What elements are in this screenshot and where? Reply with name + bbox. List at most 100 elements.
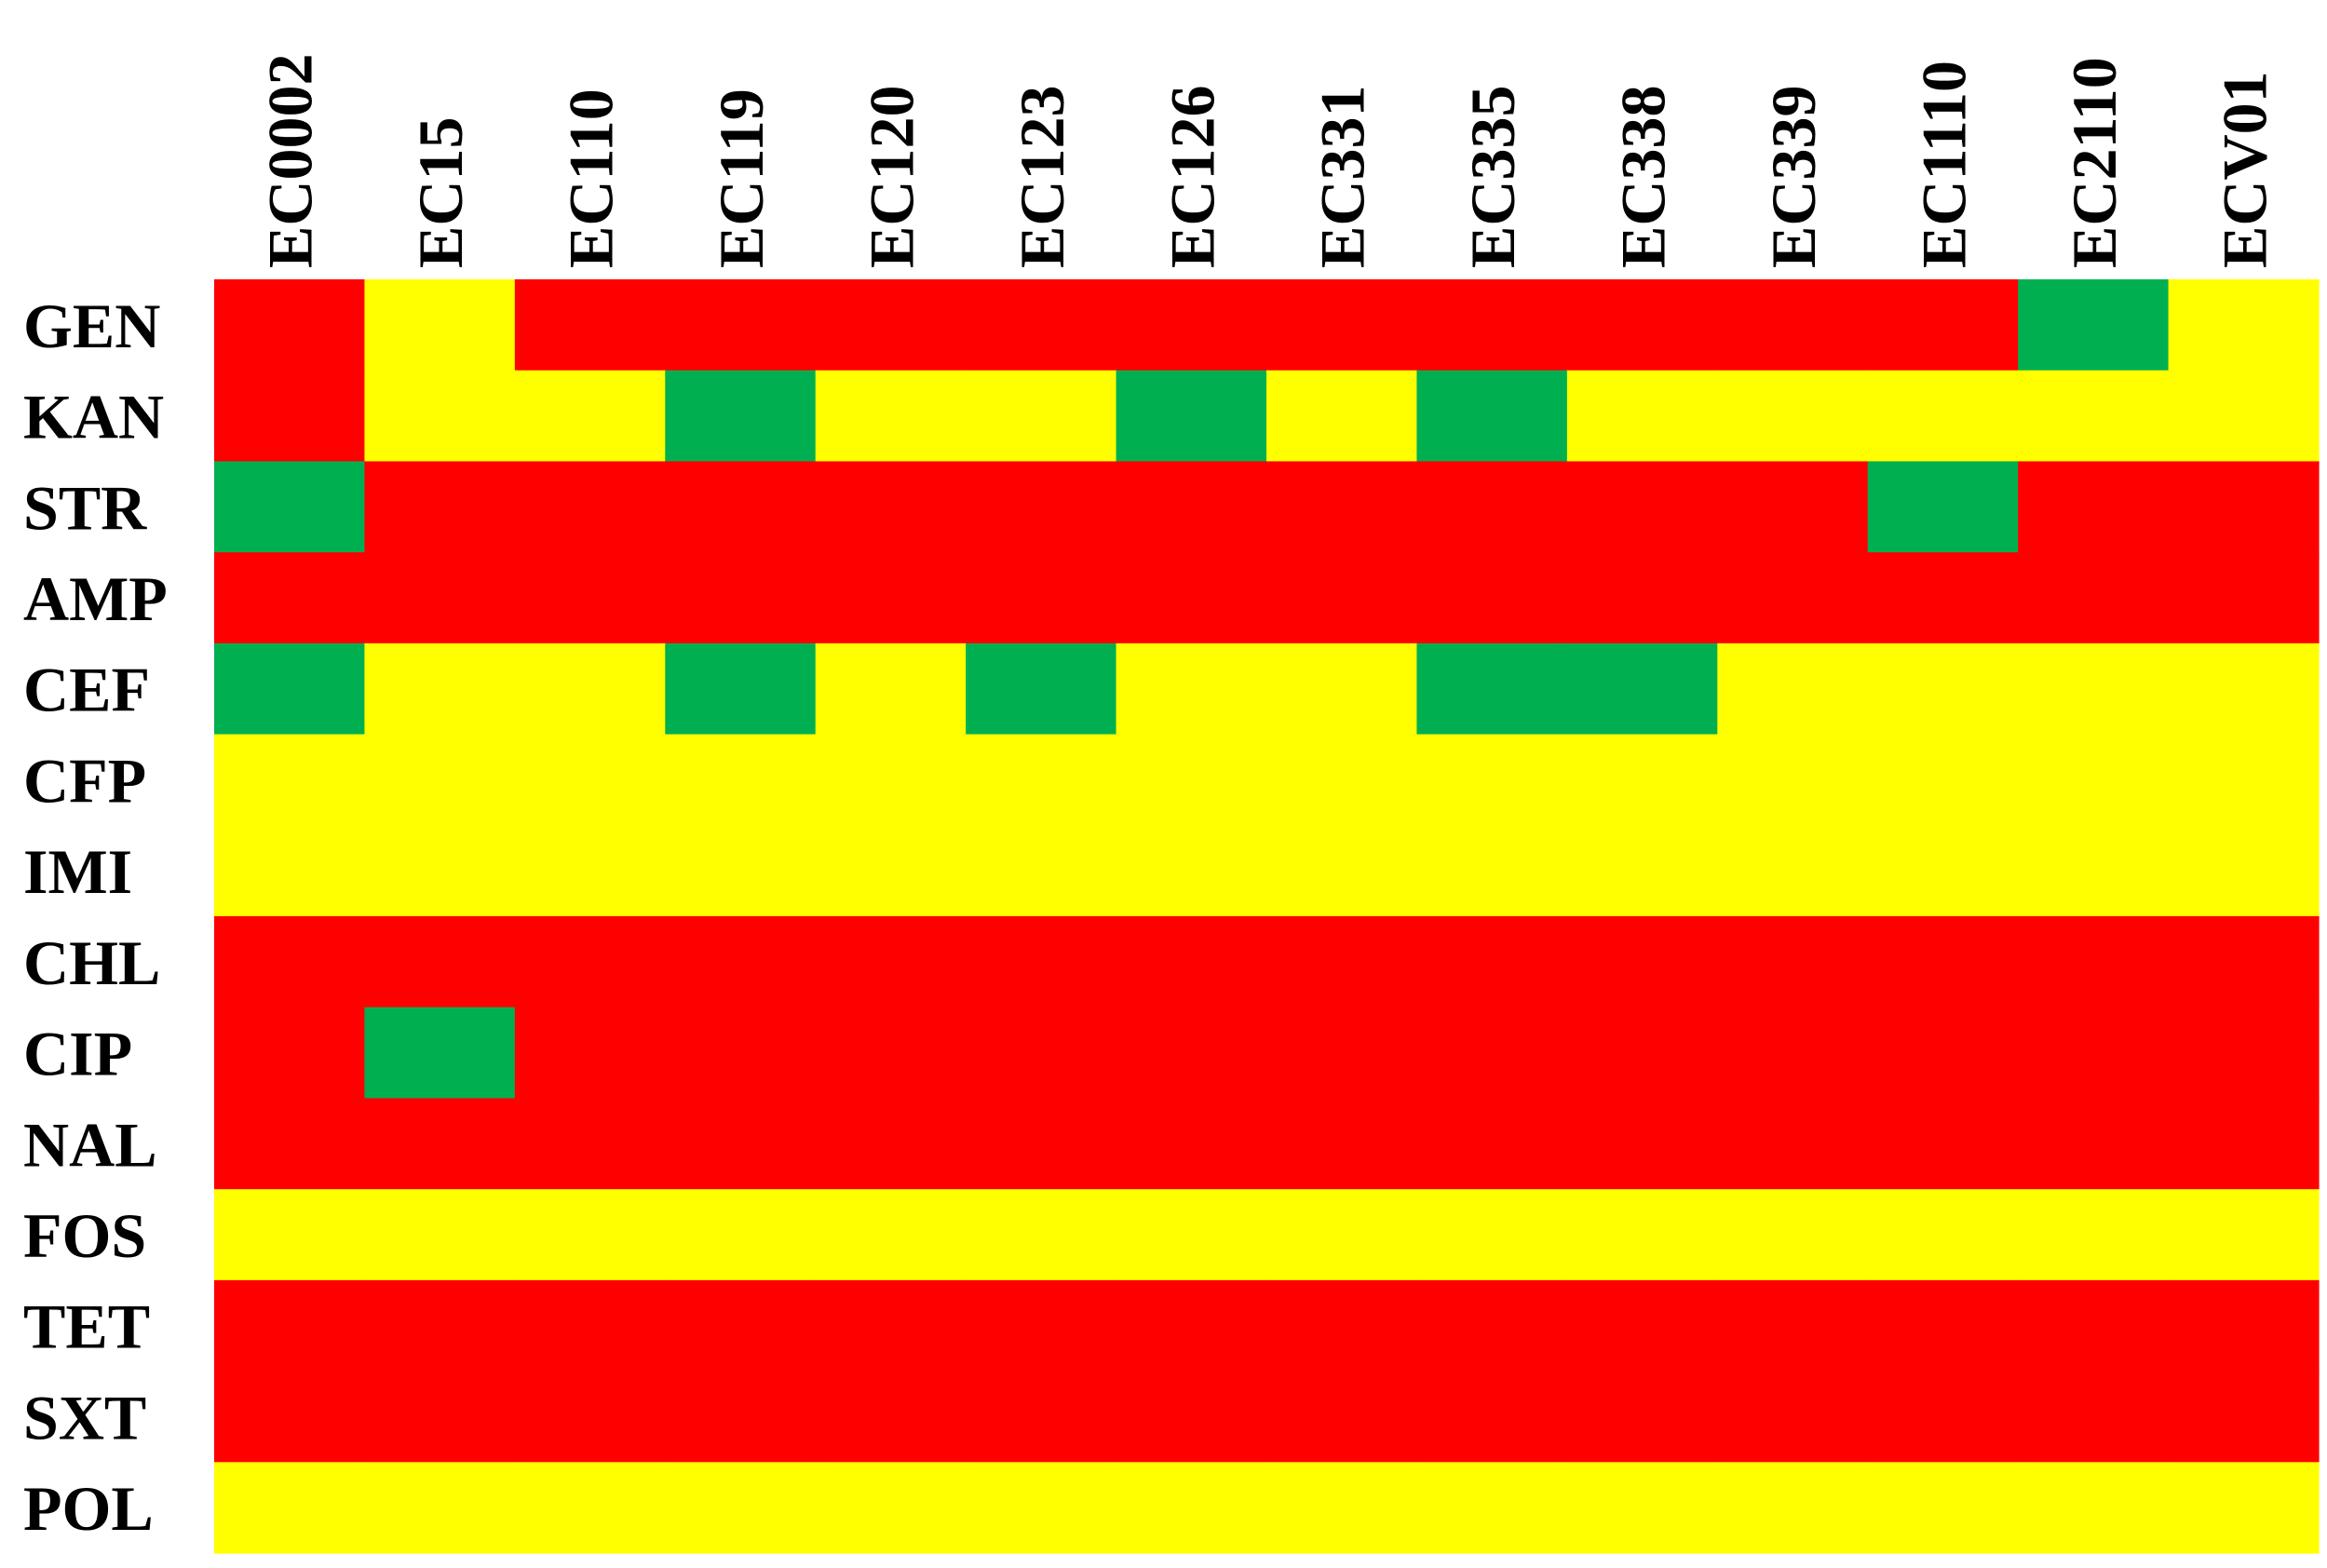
cell-cip-ec331: [1266, 1007, 1418, 1100]
cell-cfp-ecv01: [2168, 734, 2320, 826]
column-label-ecv01: ECV01: [2209, 71, 2280, 268]
cell-str-ec335: [1416, 461, 1568, 553]
column-label-ec126: EC126: [1157, 86, 1227, 268]
row-label-cip: CIP: [23, 1019, 132, 1089]
cell-fos-ec123: [966, 1189, 1117, 1281]
cell-nal-ec120: [815, 1098, 967, 1190]
cell-nal-ec2110: [2018, 1098, 2170, 1190]
cell-cef-ec126: [1116, 642, 1267, 736]
cell-fos-ec15: [364, 1189, 516, 1281]
cell-sxt-ec110: [514, 1371, 666, 1463]
cell-tet-ec15: [364, 1279, 516, 1372]
cell-imi-ec339: [1717, 825, 1869, 917]
cell-cfp-ec110: [514, 734, 666, 826]
cell-kan-ec15: [364, 370, 516, 463]
cell-pol-ec331: [1266, 1462, 1418, 1554]
cell-nal-ec119: [665, 1098, 817, 1190]
cell-pol-ec1110: [1867, 1462, 2019, 1554]
row-label-imi: IMI: [23, 836, 132, 907]
cell-imi-ec0002: [214, 825, 366, 917]
cell-pol-ec335: [1416, 1462, 1568, 1554]
cell-gen-ec15: [364, 279, 516, 372]
cell-sxt-ec2110: [2018, 1371, 2170, 1463]
cell-pol-ec126: [1116, 1462, 1267, 1554]
cell-tet-ec120: [815, 1279, 967, 1372]
cell-kan-ec123: [966, 370, 1117, 463]
cell-amp-ec15: [364, 552, 516, 644]
cell-kan-ec338: [1566, 370, 1718, 463]
cell-pol-ec123: [966, 1462, 1117, 1554]
cell-cef-ec2110: [2018, 642, 2170, 736]
cell-cef-ec339: [1717, 642, 1869, 736]
cell-tet-ec0002: [214, 1279, 366, 1372]
cell-tet-ec119: [665, 1279, 817, 1372]
cell-pol-ec338: [1566, 1462, 1718, 1554]
cell-fos-ec338: [1566, 1189, 1718, 1281]
cell-cef-ec335: [1416, 642, 1568, 736]
cell-fos-ec0002: [214, 1189, 366, 1281]
cell-amp-ec335: [1416, 552, 1568, 644]
cell-str-ec338: [1566, 461, 1718, 553]
cell-sxt-ec119: [665, 1371, 817, 1463]
cell-fos-ec110: [514, 1189, 666, 1281]
cell-chl-ec335: [1416, 916, 1568, 1008]
cell-gen-ecv01: [2168, 279, 2320, 372]
cell-cef-ec338: [1566, 642, 1718, 736]
cell-gen-ec123: [966, 279, 1117, 372]
cell-gen-ec331: [1266, 279, 1418, 372]
cell-cip-ec335: [1416, 1007, 1568, 1100]
cell-cfp-ec120: [815, 734, 967, 826]
row-label-tet: TET: [23, 1291, 150, 1362]
cell-cip-ec0002: [214, 1007, 366, 1100]
cell-imi-ec110: [514, 825, 666, 917]
cell-cip-ec110: [514, 1007, 666, 1100]
cell-kan-ec0002: [214, 370, 366, 463]
cell-chl-ec15: [364, 916, 516, 1008]
cell-cip-ec1110: [1867, 1007, 2019, 1100]
cell-sxt-ec123: [966, 1371, 1117, 1463]
cell-nal-ec335: [1416, 1098, 1568, 1190]
row-label-str: STR: [23, 472, 147, 543]
cell-cef-ec0002: [214, 642, 366, 736]
column-label-ec338: EC338: [1608, 86, 1679, 268]
cell-kan-ec335: [1416, 370, 1568, 463]
cell-kan-ecv01: [2168, 370, 2320, 463]
cell-cip-ec119: [665, 1007, 817, 1100]
column-labels: EC0002 EC15 EC110 EC119 EC120 EC123 EC126 EC331…: [255, 54, 2280, 268]
cell-cip-ec120: [815, 1007, 967, 1100]
cell-kan-ec1110: [1867, 370, 2019, 463]
cell-imi-ec123: [966, 825, 1117, 917]
cell-gen-ec120: [815, 279, 967, 372]
cell-cip-ec15: [364, 1007, 516, 1100]
column-label-ec123: EC123: [1007, 86, 1077, 268]
cell-chl-ec126: [1116, 916, 1267, 1008]
cell-pol-ecv01: [2168, 1462, 2320, 1554]
cell-sxt-ec120: [815, 1371, 967, 1463]
cell-nal-ec339: [1717, 1098, 1869, 1190]
cell-fos-ec120: [815, 1189, 967, 1281]
cell-amp-ec126: [1116, 552, 1267, 644]
cell-imi-ec2110: [2018, 825, 2170, 917]
cell-fos-ec119: [665, 1189, 817, 1281]
cell-kan-ec110: [514, 370, 666, 463]
cell-nal-ec331: [1266, 1098, 1418, 1190]
cell-kan-ec119: [665, 370, 817, 463]
cell-str-ec123: [966, 461, 1117, 553]
heatmap-cells: [214, 279, 2320, 1554]
cell-chl-ec331: [1266, 916, 1418, 1008]
cell-nal-ec126: [1116, 1098, 1267, 1190]
cell-cip-ec2110: [2018, 1007, 2170, 1100]
cell-cfp-ec123: [966, 734, 1117, 826]
column-label-ec331: EC331: [1307, 86, 1378, 268]
cell-gen-ec338: [1566, 279, 1718, 372]
column-label-ec120: EC120: [856, 86, 927, 268]
cell-sxt-ec338: [1566, 1371, 1718, 1463]
cell-sxt-ec0002: [214, 1371, 366, 1463]
cell-cfp-ec119: [665, 734, 817, 826]
cell-sxt-ec331: [1266, 1371, 1418, 1463]
cell-cfp-ec0002: [214, 734, 366, 826]
cell-amp-ec119: [665, 552, 817, 644]
cell-imi-ecv01: [2168, 825, 2320, 917]
cell-amp-ec120: [815, 552, 967, 644]
row-label-kan: KAN: [23, 382, 164, 453]
